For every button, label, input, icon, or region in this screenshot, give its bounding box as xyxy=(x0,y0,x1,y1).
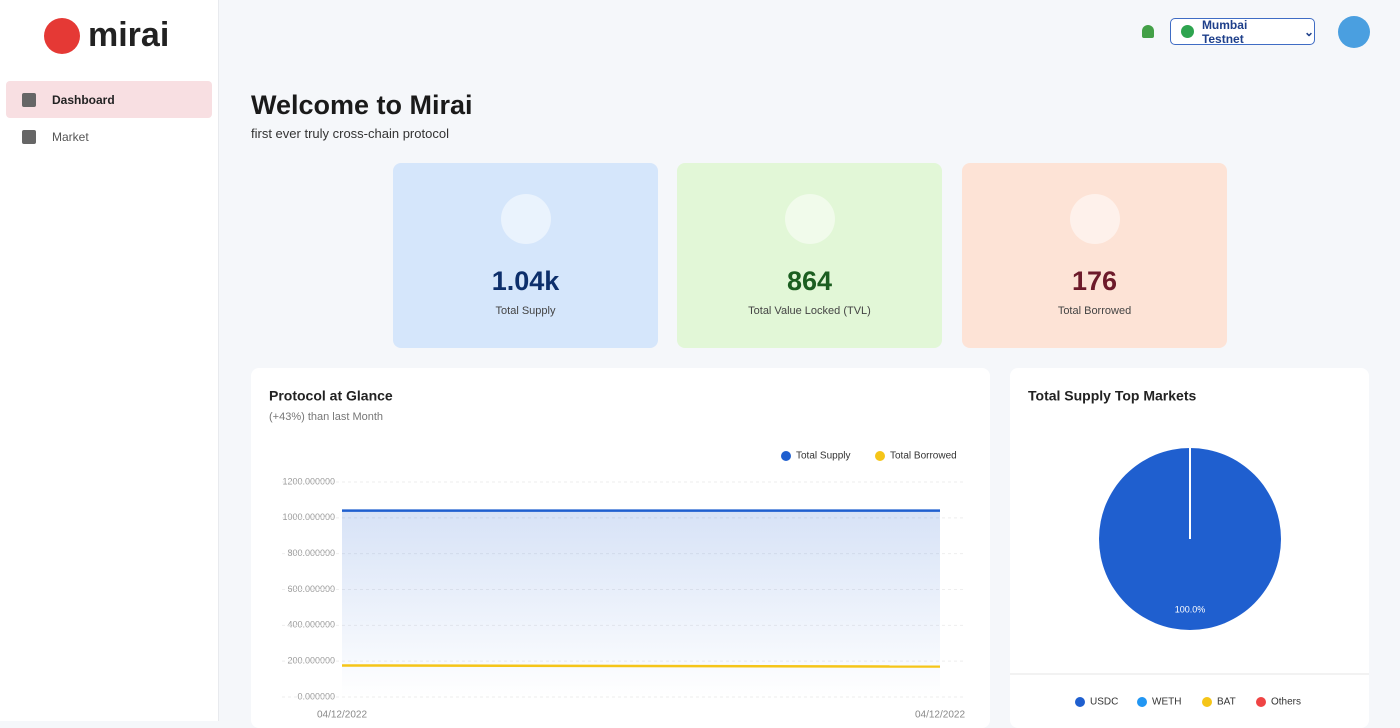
y-tick-label: 400.000000 xyxy=(287,620,335,630)
legend-marker[interactable] xyxy=(1137,697,1147,707)
avatar[interactable] xyxy=(1338,16,1370,48)
network-name: Mumbai Testnet xyxy=(1201,17,1248,46)
chart-title: Total Supply Top Markets xyxy=(1028,388,1196,404)
nav-icon xyxy=(22,129,36,144)
chart-subtitle: (+43%) than last Month xyxy=(269,411,383,423)
stat-label: Total Value Locked (TVL) xyxy=(748,305,871,317)
legend-marker[interactable] xyxy=(1202,697,1212,707)
stat-value: 176 xyxy=(1071,266,1118,296)
y-tick-label: 800.000000 xyxy=(287,548,335,558)
page-title: Welcome to Mirai xyxy=(251,90,473,120)
logo[interactable]: mirai xyxy=(44,16,169,55)
stat-card: 176 Total Borrowed xyxy=(962,163,1227,348)
page-subtitle: first ever truly cross-chain protocol xyxy=(251,126,449,141)
nav-label: Market xyxy=(52,129,89,144)
y-tick-label: 1200.000000 xyxy=(282,476,335,486)
nav-item[interactable]: Dashboard xyxy=(6,81,212,118)
legend-label[interactable]: USDC xyxy=(1090,697,1118,708)
logo-text: mirai xyxy=(88,16,170,54)
area-fill xyxy=(342,510,940,697)
x-tick-label: 04/12/2022 xyxy=(317,710,367,721)
stat-card: 1.04k Total Supply xyxy=(393,163,658,348)
legend-marker[interactable] xyxy=(875,451,885,461)
chevron: ⌄ xyxy=(1303,24,1314,39)
series-line xyxy=(341,664,941,668)
stat-label: Total Supply xyxy=(495,305,556,317)
y-tick-label: 200.000000 xyxy=(287,656,335,666)
stat-icon xyxy=(784,194,835,244)
nav-item[interactable]: Market xyxy=(6,118,212,155)
logo-mark xyxy=(44,17,80,54)
status-icon xyxy=(1181,25,1194,38)
legend-label[interactable]: Total Supply xyxy=(796,451,850,462)
slice-label: 100.0% xyxy=(1175,604,1206,614)
nav-label: Dashboard xyxy=(52,92,115,107)
legend-marker[interactable] xyxy=(1256,697,1266,707)
x-tick-label: 04/12/2022 xyxy=(915,710,965,721)
stat-icon xyxy=(500,194,551,244)
legend-marker[interactable] xyxy=(1075,697,1085,707)
stat-label: Total Borrowed xyxy=(1057,305,1132,317)
stat-card: 864 Total Value Locked (TVL) xyxy=(677,163,942,348)
stat-icon xyxy=(1069,194,1120,244)
network-selector[interactable]: Mumbai Testnet ⌄ xyxy=(1170,17,1315,46)
stat-value: 1.04k xyxy=(491,266,560,296)
nav-icon xyxy=(22,92,36,107)
legend-label[interactable]: BAT xyxy=(1217,697,1236,708)
legend-marker[interactable] xyxy=(781,451,791,461)
legend-label[interactable]: Total Borrowed xyxy=(890,451,957,462)
legend-label[interactable]: WETH xyxy=(1152,697,1181,708)
y-tick-label: 0.000000 xyxy=(297,691,335,701)
chart-title: Protocol at Glance xyxy=(269,388,393,404)
sidebar: mirai Dashboard Market xyxy=(0,0,219,721)
legend-label[interactable]: Others xyxy=(1271,697,1301,708)
stat-value: 864 xyxy=(786,266,833,296)
notification-bell[interactable] xyxy=(1142,25,1154,38)
y-tick-label: 600.000000 xyxy=(287,584,335,594)
y-tick-label: 1000.000000 xyxy=(282,512,335,522)
